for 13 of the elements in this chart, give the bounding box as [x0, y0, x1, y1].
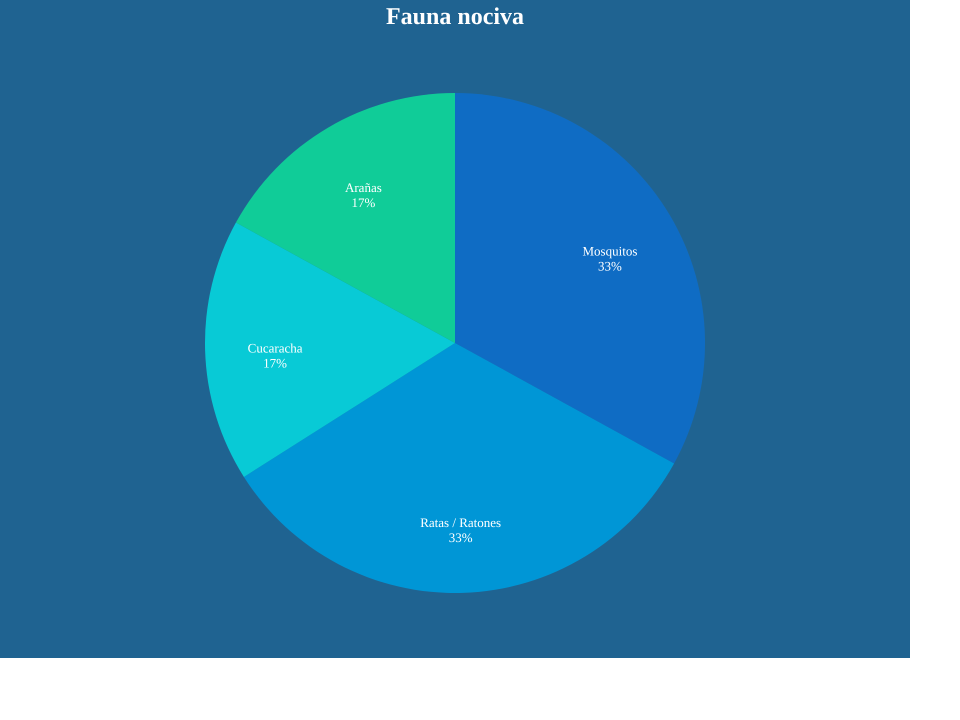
pie-slice — [455, 93, 705, 464]
chart-title: Fauna nociva — [386, 4, 524, 30]
pie-slice — [236, 93, 455, 343]
slice-label: Arañas — [344, 180, 382, 196]
slice-label: Cucaracha — [248, 340, 303, 356]
slice-label: Mosquitos — [582, 243, 638, 258]
data-label: 33% — [448, 530, 473, 545]
pie-slice — [244, 343, 674, 593]
pie-slice — [205, 222, 455, 477]
slice-label: Ratas / Ratones — [420, 514, 502, 530]
data-label: 17% — [351, 195, 376, 210]
data-label: 33% — [598, 258, 622, 274]
data-label: 17% — [263, 356, 288, 371]
